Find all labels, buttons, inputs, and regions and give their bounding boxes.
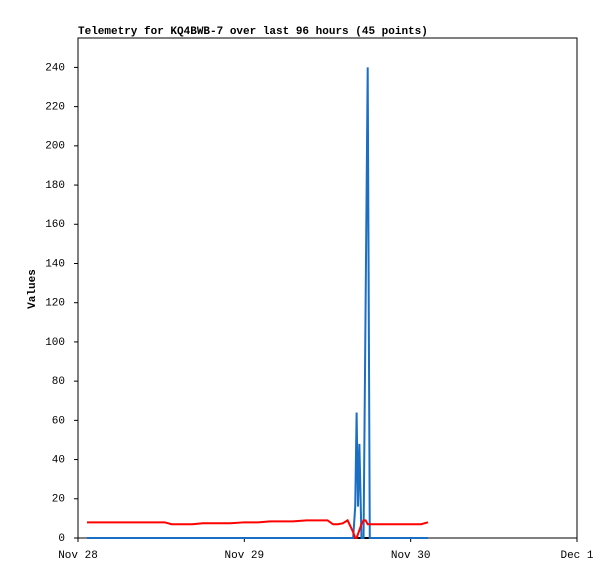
y-tick-label: 240 xyxy=(45,62,65,74)
x-tick-label: Nov 29 xyxy=(225,550,265,562)
series-line xyxy=(87,67,428,539)
y-tick-label: 100 xyxy=(45,337,65,349)
x-tick-label: Nov 28 xyxy=(58,550,98,562)
y-tick-label: 40 xyxy=(52,454,65,466)
y-tick-label: 80 xyxy=(52,376,65,388)
y-tick-label: 140 xyxy=(45,258,65,270)
y-tick-label: 60 xyxy=(52,415,65,427)
y-tick-label: 220 xyxy=(45,102,65,114)
series-line xyxy=(87,518,429,539)
y-tick-label: 160 xyxy=(45,219,65,231)
x-tick-label: Dec 1 xyxy=(560,550,593,562)
y-tick-label: 200 xyxy=(45,141,65,153)
y-tick-label: 180 xyxy=(45,180,65,192)
y-axis-label: Values xyxy=(27,269,39,309)
y-tick-label: 20 xyxy=(52,494,65,506)
plot-frame xyxy=(77,37,578,539)
y-tick-label: 0 xyxy=(58,533,65,545)
x-tick-label: Nov 30 xyxy=(391,550,431,562)
chart-title: Telemetry for KQ4BWB-7 over last 96 hour… xyxy=(78,26,428,38)
y-tick-label: 120 xyxy=(45,298,65,310)
